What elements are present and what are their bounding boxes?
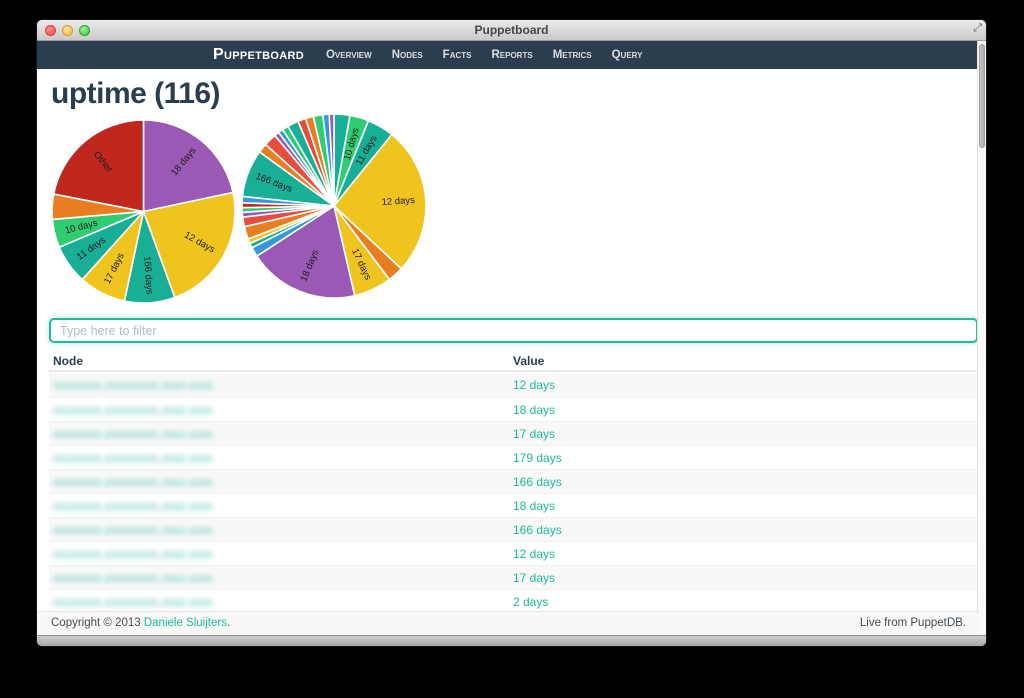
nav-items: Overview Nodes Facts Reports Metrics Que…	[326, 49, 663, 61]
minimize-button[interactable]	[62, 25, 73, 36]
copyright-suffix: .	[226, 617, 231, 629]
navbar: Puppetboard Overview Nodes Facts Reports…	[37, 41, 979, 69]
table-row: xxxxxxxx.xxxxxxxxx.xxxx.xxxx 17 days	[49, 565, 978, 589]
pie-slice	[255, 204, 356, 299]
pie-slice	[332, 133, 427, 270]
pie-chart-all-values: 10 days 11 days 12 days 17 days 18 days 166 d…	[241, 113, 427, 299]
brand-link[interactable]: Puppetboard	[213, 46, 304, 63]
node-link[interactable]: xxxxxxxx.xxxxxxxxx.xxxx.xxxx	[53, 378, 214, 392]
footer: Copyright © 2013 Daniele Sluijters. Live…	[37, 611, 979, 635]
value-link[interactable]: 2 days	[513, 595, 549, 609]
table-row: xxxxxxxx.xxxxxxxxx.xxxx.xxxx 166 days	[49, 517, 978, 541]
value-link[interactable]: 166 days	[513, 475, 562, 489]
pie-slice-label: 166 days	[141, 256, 155, 295]
pie-slice	[142, 119, 234, 213]
node-link[interactable]: xxxxxxxx.xxxxxxxxx.xxxx.xxxx	[53, 403, 214, 417]
app-window: Puppetboard ⤢ Puppetboard Overview Nodes…	[36, 19, 987, 647]
column-header-node: Node	[53, 354, 83, 368]
facts-table: xxxxxxxx.xxxxxxxxx.xxxx.xxxx 12 days xxx…	[49, 373, 978, 613]
node-link[interactable]: xxxxxxxx.xxxxxxxxx.xxxx.xxxx	[53, 451, 214, 465]
table-row: xxxxxxxx.xxxxxxxxx.xxxx.xxxx 12 days	[49, 373, 978, 397]
column-header-value: Value	[513, 354, 545, 368]
window-bottom-bar	[37, 635, 986, 646]
close-button[interactable]	[45, 25, 56, 36]
pie-slice-label: 12 days	[381, 195, 415, 208]
resize-icon[interactable]: ⤢	[973, 22, 982, 34]
traffic-lights	[45, 25, 90, 36]
pie-slice	[328, 113, 335, 207]
nav-item-query[interactable]: Query	[611, 49, 643, 61]
pie-slice	[52, 119, 145, 213]
nav-item-facts[interactable]: Facts	[442, 49, 472, 61]
pie-chart-grouped: 18 days 12 days 166 days 17 days 11 days 10 d…	[51, 119, 236, 304]
value-link[interactable]: 166 days	[513, 523, 562, 537]
node-link[interactable]: xxxxxxxx.xxxxxxxxx.xxxx.xxxx	[53, 571, 214, 585]
pie-slice	[142, 191, 236, 299]
table-row: xxxxxxxx.xxxxxxxxx.xxxx.xxxx 166 days	[49, 469, 978, 493]
table-row: xxxxxxxx.xxxxxxxxx.xxxx.xxxx 18 days	[49, 493, 978, 517]
node-link[interactable]: xxxxxxxx.xxxxxxxxx.xxxx.xxxx	[53, 523, 214, 537]
scrollbar-thumb[interactable]	[979, 44, 985, 148]
table-row: xxxxxxxx.xxxxxxxxx.xxxx.xxxx 179 days	[49, 445, 978, 469]
author-link[interactable]: Daniele Sluijters	[143, 617, 227, 629]
value-link[interactable]: 17 days	[513, 427, 556, 441]
node-link[interactable]: xxxxxxxx.xxxxxxxxx.xxxx.xxxx	[53, 475, 214, 489]
node-link[interactable]: xxxxxxxx.xxxxxxxxx.xxxx.xxxx	[53, 547, 214, 561]
table-row: xxxxxxxx.xxxxxxxxx.xxxx.xxxx 17 days	[49, 421, 978, 445]
value-link[interactable]: 17 days	[513, 571, 556, 585]
nav-item-nodes[interactable]: Nodes	[391, 49, 423, 61]
puppetdb-status: Live from PuppetDB.	[859, 617, 966, 629]
copyright-prefix: Copyright © 2013	[51, 617, 144, 629]
filter-input[interactable]	[49, 318, 978, 343]
scrollbar-track[interactable]	[977, 41, 986, 635]
titlebar[interactable]: Puppetboard ⤢	[37, 20, 986, 41]
table-row: xxxxxxxx.xxxxxxxxx.xxxx.xxxx 18 days	[49, 397, 978, 421]
nav-item-reports[interactable]: Reports	[491, 49, 533, 61]
page-title: uptime (116)	[51, 77, 221, 110]
node-link[interactable]: xxxxxxxx.xxxxxxxxx.xxxx.xxxx	[53, 595, 214, 609]
copyright: Copyright © 2013 Daniele Sluijters.	[51, 617, 230, 629]
nav-item-overview[interactable]: Overview	[325, 49, 372, 61]
nav-item-metrics[interactable]: Metrics	[552, 49, 592, 61]
value-link[interactable]: 18 days	[513, 499, 556, 513]
value-link[interactable]: 12 days	[513, 378, 556, 392]
main-content: uptime (116) 18 days 12 days 166 days 17 da…	[37, 69, 979, 611]
table-row: xxxxxxxx.xxxxxxxxx.xxxx.xxxx 12 days	[49, 541, 978, 565]
value-link[interactable]: 179 days	[513, 451, 562, 465]
value-link[interactable]: 12 days	[513, 547, 556, 561]
node-link[interactable]: xxxxxxxx.xxxxxxxxx.xxxx.xxxx	[53, 427, 214, 441]
zoom-button[interactable]	[79, 25, 90, 36]
table-row: xxxxxxxx.xxxxxxxxx.xxxx.xxxx 2 days	[49, 589, 978, 613]
table-header: Node Value	[49, 354, 978, 372]
node-link[interactable]: xxxxxxxx.xxxxxxxxx.xxxx.xxxx	[53, 499, 214, 513]
value-link[interactable]: 18 days	[513, 403, 556, 417]
window-title: Puppetboard	[474, 23, 549, 37]
